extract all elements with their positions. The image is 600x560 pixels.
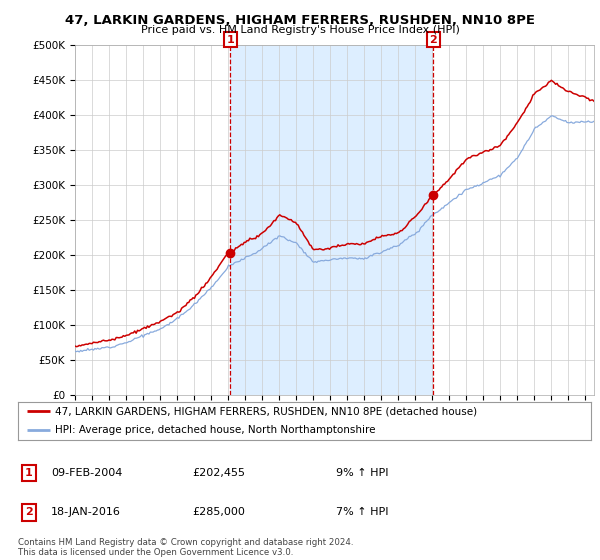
Text: Price paid vs. HM Land Registry's House Price Index (HPI): Price paid vs. HM Land Registry's House … [140,25,460,35]
Text: 1: 1 [226,35,234,45]
Text: 2: 2 [430,35,437,45]
Text: 7% ↑ HPI: 7% ↑ HPI [336,507,389,517]
Text: 47, LARKIN GARDENS, HIGHAM FERRERS, RUSHDEN, NN10 8PE: 47, LARKIN GARDENS, HIGHAM FERRERS, RUSH… [65,14,535,27]
Text: 9% ↑ HPI: 9% ↑ HPI [336,468,389,478]
Text: £202,455: £202,455 [192,468,245,478]
Text: 2: 2 [25,507,32,517]
Text: 09-FEB-2004: 09-FEB-2004 [51,468,122,478]
Text: £285,000: £285,000 [192,507,245,517]
Bar [230,45,433,395]
Text: HPI: Average price, detached house, North Northamptonshire: HPI: Average price, detached house, Nort… [55,425,376,435]
Text: Contains HM Land Registry data © Crown copyright and database right 2024.
This d: Contains HM Land Registry data © Crown c… [18,538,353,557]
Text: 47, LARKIN GARDENS, HIGHAM FERRERS, RUSHDEN, NN10 8PE (detached house): 47, LARKIN GARDENS, HIGHAM FERRERS, RUSH… [55,406,478,416]
Text: 18-JAN-2016: 18-JAN-2016 [51,507,121,517]
Text: 1: 1 [25,468,32,478]
